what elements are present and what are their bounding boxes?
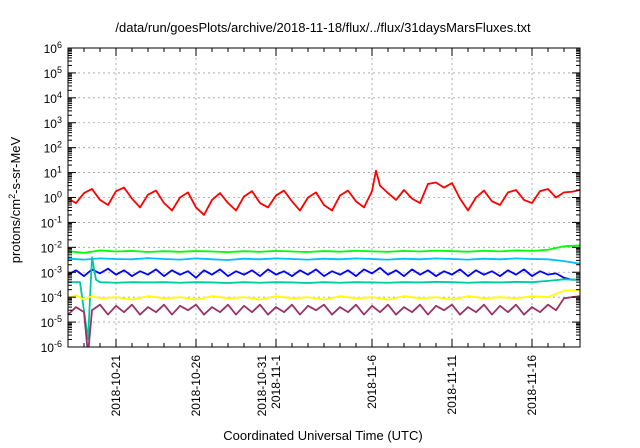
- y-tick-label-base: 10: [41, 316, 55, 330]
- y-tick-label-exponent: 3: [57, 115, 62, 125]
- y-tick-label-exponent: 2: [57, 140, 62, 150]
- y-tick-label: 10-4: [41, 289, 62, 305]
- y-tick-label-exponent: -3: [54, 264, 62, 274]
- x-tick-label: 2018-11-11: [445, 355, 459, 415]
- series-lines: [68, 169, 580, 347]
- chart-title: /data/run/goesPlots/archive/2018-11-18/f…: [115, 20, 531, 35]
- y-tick-label-exponent: 1: [57, 165, 62, 175]
- y-tick-label-base: 10: [41, 241, 55, 255]
- y-tick-label-base: 10: [41, 266, 55, 280]
- series-line: [68, 257, 580, 265]
- y-tick-label-exponent: -4: [54, 289, 62, 299]
- y-tick-label-base: 10: [44, 192, 58, 206]
- series-line: [68, 288, 580, 301]
- y-tick-label-base: 10: [44, 42, 58, 56]
- y-axis-label: protons/cm2-s-sr-MeV: [7, 136, 23, 263]
- x-tick-label: 2018-11-6: [365, 355, 379, 409]
- y-tick-label-exponent: -1: [54, 214, 62, 224]
- series-line: [68, 266, 580, 281]
- y-tick-label-base: 10: [44, 117, 58, 131]
- y-tick-label-base: 10: [41, 291, 55, 305]
- y-tick-label: 10-6: [41, 339, 62, 355]
- y-tick-label: 10-3: [41, 264, 62, 280]
- y-tick-label: 102: [44, 140, 62, 156]
- y-tick-label-exponent: 4: [57, 90, 62, 100]
- x-tick-label: 2018-11-16: [525, 355, 539, 416]
- series-line: [68, 256, 580, 341]
- series-line: [68, 169, 580, 216]
- y-tick-label-base: 10: [41, 341, 55, 355]
- y-axis-label-main: protons/cm: [8, 199, 23, 263]
- y-tick-label-base: 10: [44, 92, 58, 106]
- series-line: [68, 295, 580, 347]
- x-tick-label: 2018-10-21: [109, 355, 123, 417]
- x-tick-label: 2018-10-26: [189, 355, 203, 417]
- y-tick-label-base: 10: [44, 167, 58, 181]
- x-tick-labels: 2018-10-21 2018-10-26 2018-10-31 2018-11-1 2…: [109, 355, 539, 417]
- y-axis-label-sup: 2: [7, 194, 17, 199]
- y-tick-label-base: 10: [44, 142, 58, 156]
- y-tick-label: 10-2: [41, 239, 62, 255]
- y-axis-label-rest: -s-sr-MeV: [8, 136, 23, 193]
- series-line: [68, 244, 580, 254]
- y-tick-label: 101: [44, 165, 62, 181]
- y-tick-labels: 10-610-510-410-310-210-11001011021031041…: [41, 40, 62, 355]
- y-tick-label-exponent: 6: [57, 40, 62, 50]
- x-tick-label: 2018-10-31: [255, 355, 269, 417]
- y-tick-label: 106: [44, 40, 62, 56]
- y-tick-label-base: 10: [44, 67, 58, 81]
- y-tick-label-base: 10: [41, 216, 55, 230]
- y-tick-label-exponent: -5: [54, 314, 62, 324]
- y-tick-label-exponent: 0: [57, 190, 62, 200]
- y-tick-label-exponent: 5: [57, 65, 62, 75]
- y-tick-label: 10-5: [41, 314, 62, 330]
- axis-ticks: [68, 47, 580, 348]
- grid-lines: [68, 48, 580, 347]
- y-tick-label-exponent: -6: [54, 339, 62, 349]
- y-tick-label: 104: [44, 90, 62, 106]
- y-tick-label: 100: [44, 190, 62, 206]
- y-tick-label: 10-1: [41, 214, 62, 230]
- y-tick-label: 105: [44, 65, 62, 81]
- x-tick-label: 2018-11-1: [269, 355, 283, 409]
- y-tick-label: 103: [44, 115, 62, 131]
- x-axis-label: Coordinated Universal Time (UTC): [223, 428, 422, 443]
- y-tick-label-exponent: -2: [54, 239, 62, 249]
